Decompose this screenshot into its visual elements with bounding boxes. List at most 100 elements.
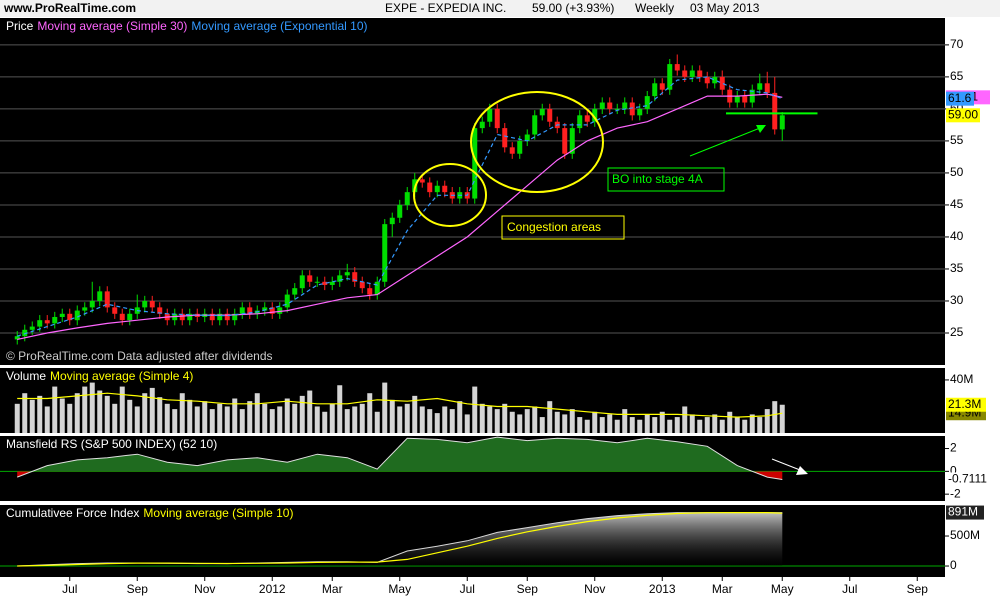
x-tick-label: May [771,582,794,596]
candle-body [89,300,95,308]
volume-bar [127,399,133,433]
y-tick-label: 0 [950,464,957,478]
ma-line [17,392,783,418]
volume-bar [37,395,43,433]
last-value-label: 21.3M [948,397,981,411]
candle-body [494,108,500,129]
volume-bar [359,403,365,433]
panel-legend: Moving average (Simple 4) [50,369,193,383]
volume-bar [337,385,343,433]
volume-bar [352,406,358,433]
y-tick-label: 25 [950,325,964,339]
candle-body [127,313,133,321]
candle-body [374,281,380,295]
candle-body [637,108,643,116]
candle-body [397,204,403,218]
volume-bar [247,401,253,433]
congestion-ellipse [413,163,487,227]
candle-body [322,281,328,285]
volume-bar [202,401,208,433]
candle-body [509,147,515,154]
volume-bar [187,399,193,433]
candle-body [644,96,650,109]
volume-bar [434,413,440,433]
volume-bar [239,409,245,433]
volume-bar [442,406,448,433]
panel-legend: Cumulativee Force Index [6,506,139,520]
x-tick-label: May [388,582,411,596]
volume-bar [427,409,433,433]
candle-body [329,281,335,285]
candle-body [104,291,110,308]
volume-bar [397,406,403,433]
panel-legend: Moving average (Exponential 10) [191,19,367,33]
y-tick-label: 50 [950,165,964,179]
candle-body [524,134,530,141]
candle-body [82,307,88,311]
last-value-label: 891M [948,505,978,519]
volume-bar [494,409,500,433]
candle-body [337,275,343,282]
date: 03 May 2013 [690,1,760,15]
volume-bar [112,403,118,433]
candle-body [719,76,725,90]
candle-body [44,320,50,324]
y-tick-label: 45 [950,197,964,211]
volume-bar [607,414,613,433]
candle-body [262,307,268,311]
annotation-box [501,215,625,240]
candle-body [344,272,350,276]
candle-body [427,182,433,193]
candle-body [547,108,553,122]
volume-bar [104,395,110,433]
volume-bar [562,414,568,433]
candle-body [314,281,320,283]
x-tick-label: 2013 [649,582,676,596]
panel-legend: Volume [6,369,46,383]
y-tick-label: 0 [950,558,957,572]
panel-legend: Price [6,19,34,33]
arrow-head [796,466,808,475]
candle-body [667,64,673,90]
arrow [689,127,761,157]
candle-body [629,102,635,116]
volume-bar [412,395,418,433]
candle-body [119,313,125,321]
volume-bar [269,409,275,433]
volume-bar [487,406,493,433]
candle-body [652,83,658,97]
volume-bar [142,393,148,433]
candle-body [157,307,163,314]
y-tick-label: 40 [950,229,964,243]
last-value-label: 61.6 [948,91,972,105]
volume-bar [532,406,538,433]
candle-body [269,307,275,314]
volume-bar [622,409,628,433]
volume-bar [539,417,545,433]
volume-bar [712,414,718,433]
arrow [771,458,801,471]
volume-bar [254,393,260,433]
y-tick-label: 35 [950,261,964,275]
volume-bar [629,417,635,433]
volume-bar [119,386,125,433]
volume-bar [734,417,740,433]
panel [0,436,945,480]
candle-body [532,115,538,135]
panel [14,382,785,433]
y-tick-label: 70 [950,37,964,51]
volume-bar [599,417,605,433]
volume-bar [329,403,335,433]
candle-body [52,316,58,324]
candle-body [232,313,238,321]
volume-bar [382,382,388,433]
x-tick-label: Nov [584,582,605,596]
candle-body [734,96,740,103]
volume-bar [659,411,665,433]
volume-bar [82,386,88,433]
volume-bar [194,406,200,433]
candle-body [712,76,718,84]
volume-bar [517,414,523,433]
volume-bar [134,406,140,433]
volume-bar [322,411,328,433]
